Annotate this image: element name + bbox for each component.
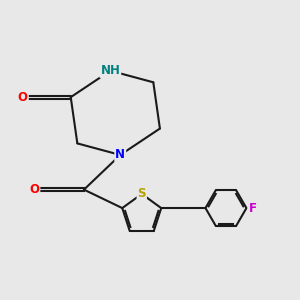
Text: N: N	[115, 148, 125, 161]
Text: S: S	[137, 188, 146, 200]
Text: NH: NH	[100, 64, 120, 77]
Text: O: O	[18, 91, 28, 104]
Text: F: F	[248, 202, 256, 214]
Text: O: O	[29, 183, 39, 196]
